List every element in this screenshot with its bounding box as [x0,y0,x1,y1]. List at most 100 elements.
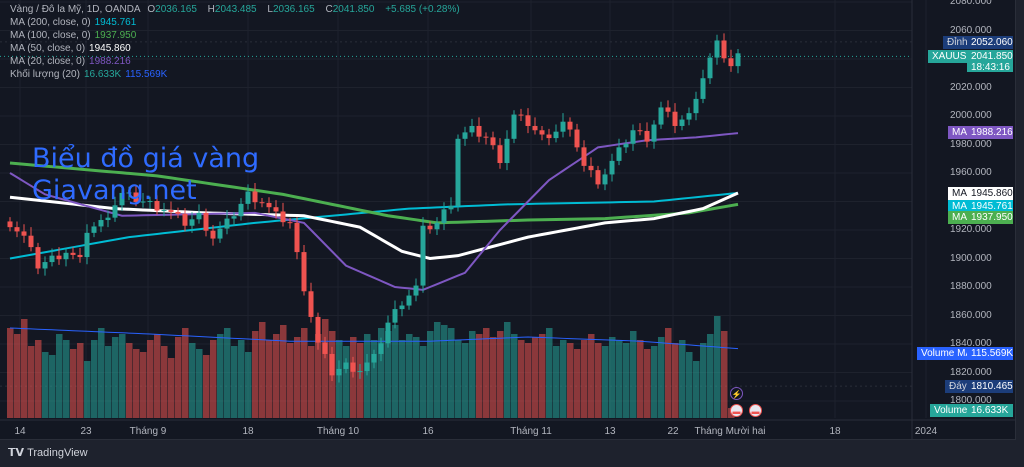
time-tick: 18 [829,426,841,437]
price-tick: 2000.000 [950,110,992,121]
candle [483,136,489,138]
volume-bar [427,331,434,418]
legend-ma20[interactable]: MA (20, close, 0) 1988.216 [10,55,464,68]
volume-bar [644,349,651,418]
candle [301,252,307,292]
volume-bar [273,334,280,418]
candle [434,222,440,230]
volume-bar [392,325,399,418]
volume-ma-tag-value: 115.569K [967,347,1013,360]
volume-bar [350,337,357,418]
candle [399,305,405,310]
volume-tag-value: 16.633K [967,404,1013,417]
candle [350,362,356,372]
candle [413,285,419,296]
candle [455,138,461,206]
chart-legend: Vàng / Đô la Mỹ, 1D, OANDA O2036.165 H20… [10,3,464,81]
candle [658,107,664,125]
ma100-line [9,161,739,225]
candle [609,160,615,175]
candle [329,353,335,376]
legend-ma200[interactable]: MA (200, close, 0) 1945.761 [10,16,464,29]
close-value: 2041.850 [332,4,375,15]
volume-bar [511,334,518,418]
candle [364,362,370,372]
change-value: +5.685 (+0.28%) [385,4,460,15]
price-tick: 1820.000 [950,366,992,378]
chart-canvas[interactable] [0,0,1016,440]
volume-bar [525,343,532,418]
us-flag-event-icon[interactable]: ▬ [749,404,762,417]
candle [532,125,538,131]
open-value: 2036.165 [155,4,197,15]
volume-bar [161,346,168,418]
price-tick: 1880.000 [950,281,992,292]
time-tick: 18 [242,426,254,437]
ma100-value: 1937.950 [94,30,137,41]
candle [287,222,293,224]
candle [539,130,545,135]
candle [49,255,55,263]
last-price-tag: 2041.850 18:43:16 [967,50,1013,73]
legend-ma50[interactable]: MA (50, close, 0) 1945.860 [10,42,464,55]
candle [651,124,657,142]
tradingview-logo[interactable]: 𝗧𝗩 TradingView [8,446,88,459]
candle [357,371,363,373]
volume-ma-line [9,327,739,350]
volume-bar [567,343,574,418]
legend-ma100[interactable]: MA (100, close, 0) 1937.950 [10,29,464,42]
us-flag-event-icon[interactable]: ▬ [730,404,743,417]
chart-panel[interactable] [0,0,1016,440]
low-label: L [267,4,273,15]
volume-bar [560,340,567,418]
volume-ma-value: 115.569K [125,69,168,80]
candle [735,53,741,67]
candle [147,201,153,203]
time-tick: Tháng Mười hai [694,426,766,437]
ma100-label: MA (100, close, 0) [10,30,91,41]
candle [644,130,650,142]
candle [294,222,300,253]
price-tick: 2060.000 [950,24,992,36]
volume-bar [504,322,511,418]
ma50-tag-value: 1945.860 [967,187,1013,200]
candle [686,113,692,120]
volume-bar [448,328,455,418]
legend-volume[interactable]: Khối lượng (20) 16.633K 115.569K [10,68,464,81]
volume-bar [91,340,98,418]
volume-bar [595,343,602,418]
volume-bar [686,352,693,418]
volume-bar [308,346,315,418]
volume-bar [462,343,469,418]
volume-bar [469,331,476,418]
price-tick: 2020.000 [950,81,992,93]
ma200-tag-value: 1945.761 [967,200,1013,213]
candle [133,192,139,202]
volume-bar [413,337,420,418]
ma50-value: 1945.860 [89,43,131,54]
volume-bar [301,328,308,418]
volume-bar [371,340,378,418]
candle [588,165,594,171]
candle [700,78,706,99]
ma50-label: MA (50, close, 0) [10,43,86,54]
volume-bar [378,328,385,418]
volume-bar [217,334,224,418]
candle [224,218,230,229]
volume-bar [679,340,686,418]
volume-bar [231,346,238,418]
symbol-title[interactable]: Vàng / Đô la Mỹ, 1D, OANDA [10,4,141,15]
candle [161,210,167,212]
volume-bar [532,337,539,418]
candle [490,137,496,146]
ma20-line [9,132,739,291]
volume-bar [35,340,42,418]
candle [441,209,447,223]
lightning-event-icon[interactable]: ⚡ [730,387,743,400]
candle [175,211,181,214]
volume-bar [259,322,266,418]
watermark-line-1: Biểu đồ giá vàng [32,143,260,174]
volume-bar [497,331,504,418]
candle [210,230,216,239]
candle [546,134,552,139]
